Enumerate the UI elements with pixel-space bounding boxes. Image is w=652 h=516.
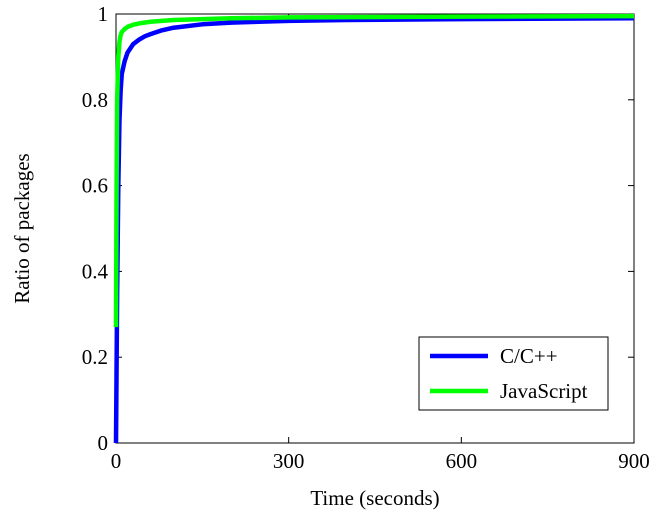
x-tick-label: 600: [446, 449, 478, 473]
legend-label-javascript: JavaScript: [500, 379, 588, 403]
series-line-javascript: [113, 13, 635, 328]
x-axis-label: Time (seconds): [310, 486, 439, 510]
axis-ticks: 0 300 600 900 0 0.2 0.4 0.6 0.8 1: [82, 2, 650, 473]
y-axis-label: Ratio of packages: [10, 153, 34, 303]
y-tick-label: 0.8: [82, 88, 108, 112]
y-tick-label: 0: [98, 431, 109, 455]
x-tick-label: 0: [111, 449, 122, 473]
series-line-c-c: [113, 16, 635, 444]
series-layer: [113, 13, 635, 444]
legend-label-c-cpp: C/C++: [500, 344, 558, 368]
x-tick-label: 300: [273, 449, 305, 473]
y-tick-label: 0.6: [82, 174, 108, 198]
y-tick-label: 0.2: [82, 345, 108, 369]
y-tick-label: 0.4: [82, 259, 109, 283]
x-tick-label: 900: [618, 449, 650, 473]
legend-box: [418, 336, 609, 411]
legend: C/C++ JavaScript: [418, 336, 609, 411]
y-tick-label: 1: [98, 2, 109, 26]
